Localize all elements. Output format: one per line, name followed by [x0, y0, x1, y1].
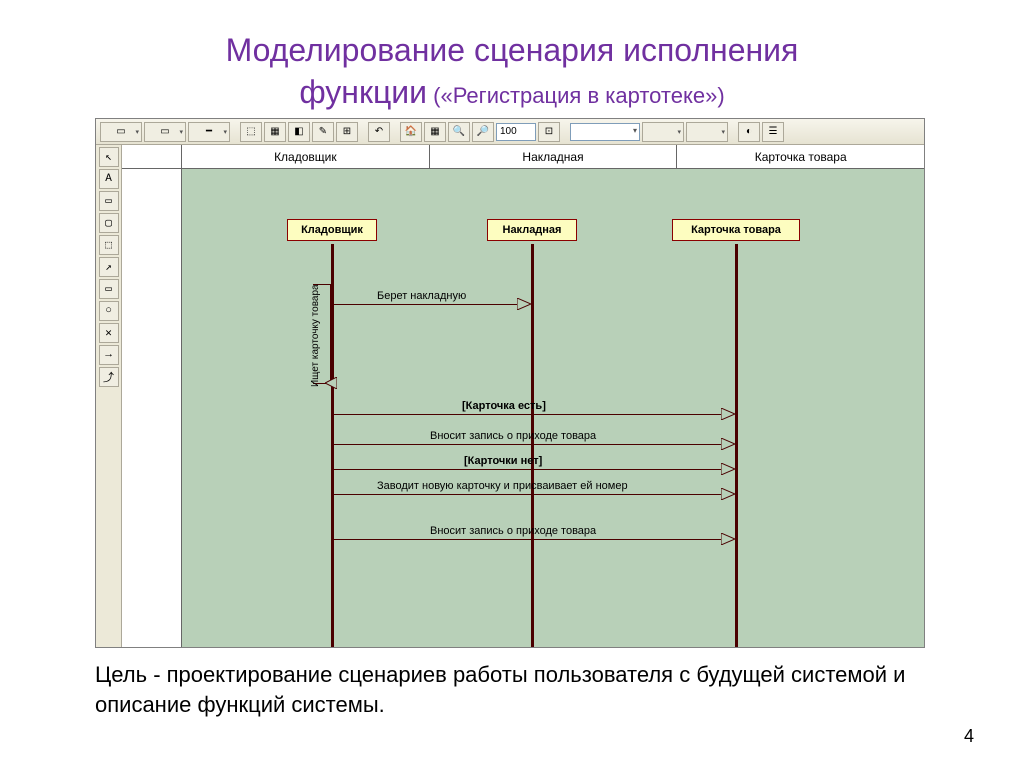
actor-2[interactable]: Накладная — [487, 219, 577, 241]
tb-btn-grid[interactable]: ▦ — [424, 122, 446, 142]
slide-number: 4 — [964, 726, 974, 747]
message-label: Вносит запись о приходе товара — [430, 525, 596, 537]
zoom-field[interactable]: 100 — [496, 123, 536, 141]
tool-pointer[interactable]: ↖ — [99, 147, 119, 167]
message-line[interactable] — [332, 469, 723, 470]
tool-return[interactable]: ⤴ — [99, 367, 119, 387]
title-line2: функции — [299, 74, 427, 110]
tool-note[interactable]: ▭ — [99, 191, 119, 211]
tool-box[interactable]: ▭ — [99, 279, 119, 299]
canvas[interactable]: Кладовщик Накладная Карточка товара Клад… — [122, 145, 924, 647]
tool-ellipse[interactable]: ○ — [99, 301, 119, 321]
message-label: Вносит запись о приходе товара — [430, 430, 596, 442]
app-window: ▭ ▭ ━ ⬚ ▦ ◧ ✎ ⊞ ↶ 🏠 ▦ 🔍 🔎 100 ⊡ ◐ ☰ ↖ A … — [95, 118, 925, 648]
title-line1: Моделирование сценария исполнения — [226, 32, 799, 68]
goal-text: Цель - проектирование сценариев работы п… — [95, 660, 925, 719]
tb-zoom-in[interactable]: 🔍 — [448, 122, 470, 142]
message-line[interactable] — [332, 494, 723, 495]
message-line[interactable] — [332, 539, 723, 540]
lifeline-3 — [735, 244, 738, 647]
self-msg-label: Ищет карточку товара — [310, 284, 321, 387]
title-suffix: («Регистрация в картотеке») — [427, 83, 725, 108]
actor-3[interactable]: Карточка товара — [672, 219, 800, 241]
tool-arrow[interactable]: ↗ — [99, 257, 119, 277]
message-line[interactable] — [332, 444, 723, 445]
tb-combo-1[interactable] — [570, 123, 640, 141]
message-line[interactable] — [332, 304, 519, 305]
tb-btn-c[interactable]: ◧ — [288, 122, 310, 142]
tb-dropdown-1[interactable]: ▭ — [100, 122, 142, 142]
tb-btn-h[interactable]: ◐ — [738, 122, 760, 142]
tb-zoom-out[interactable]: 🔎 — [472, 122, 494, 142]
tb-dropdown-5[interactable] — [686, 122, 728, 142]
tb-dropdown-2[interactable]: ▭ — [144, 122, 186, 142]
tool-msg[interactable]: → — [99, 345, 119, 365]
tb-btn-i[interactable]: ☰ — [762, 122, 784, 142]
main-toolbar: ▭ ▭ ━ ⬚ ▦ ◧ ✎ ⊞ ↶ 🏠 ▦ 🔍 🔎 100 ⊡ ◐ ☰ — [96, 119, 924, 145]
tool-text[interactable]: A — [99, 169, 119, 189]
sequence-diagram[interactable]: Кладовщик Накладная Карточка товара Ищет… — [182, 169, 924, 647]
message-label: Берет накладную — [377, 290, 466, 302]
swimlane-3: Карточка товара — [677, 145, 924, 168]
tb-btn-undo[interactable]: ↶ — [368, 122, 390, 142]
tool-anchor[interactable]: ⬚ — [99, 235, 119, 255]
actor-1[interactable]: Кладовщик — [287, 219, 377, 241]
tb-btn-a[interactable]: ⬚ — [240, 122, 262, 142]
swimlane-header: Кладовщик Накладная Карточка товара — [122, 145, 924, 169]
tool-palette: ↖ A ▭ ▢ ⬚ ↗ ▭ ○ ✕ → ⤴ — [96, 145, 122, 647]
tb-btn-g[interactable]: ⊡ — [538, 122, 560, 142]
message-label: [Карточки нет] — [464, 455, 542, 467]
lifeline-2 — [531, 244, 534, 647]
tool-rect[interactable]: ▢ — [99, 213, 119, 233]
tool-line[interactable]: ✕ — [99, 323, 119, 343]
message-label: [Карточка есть] — [462, 400, 546, 412]
tb-dropdown-4[interactable] — [642, 122, 684, 142]
tb-btn-d[interactable]: ✎ — [312, 122, 334, 142]
tb-btn-e[interactable]: ⊞ — [336, 122, 358, 142]
tb-btn-f[interactable]: 🏠 — [400, 122, 422, 142]
tb-btn-b[interactable]: ▦ — [264, 122, 286, 142]
swimlane-2: Накладная — [430, 145, 678, 168]
swimlane-1: Кладовщик — [182, 145, 430, 168]
message-line[interactable] — [332, 414, 723, 415]
message-label: Заводит новую карточку и присваивает ей … — [377, 480, 628, 492]
tb-dropdown-3[interactable]: ━ — [188, 122, 230, 142]
